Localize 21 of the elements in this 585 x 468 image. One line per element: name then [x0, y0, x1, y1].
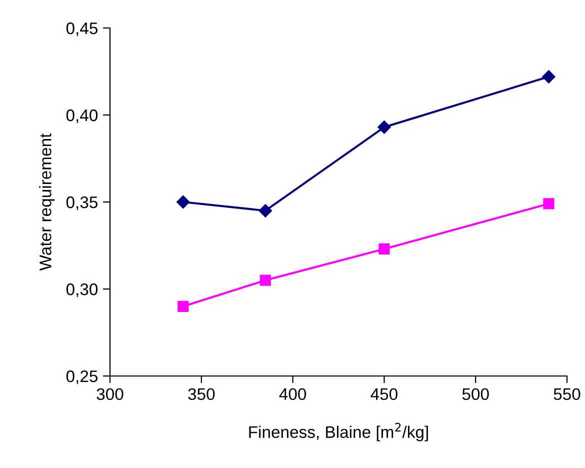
point — [178, 300, 189, 312]
x-tick-label: 300 — [96, 388, 124, 400]
x-tick-label: 550 — [554, 388, 580, 400]
point — [543, 198, 554, 210]
y-tick-label: 0,35 — [66, 196, 98, 210]
x-tick-label: 400 — [279, 388, 306, 400]
y-tick-label: 0,30 — [66, 283, 98, 298]
x-tick-label: 450 — [370, 388, 398, 400]
x-tick-label: 500 — [462, 388, 489, 400]
point — [260, 274, 271, 286]
x-tick-label: 350 — [188, 388, 215, 400]
x-axis-title: Fineness, Blaine [m$^{2}$/kg] — [249, 422, 428, 442]
y-axis-title: Water requirement — [39, 133, 55, 271]
point — [542, 70, 556, 84]
point — [258, 204, 272, 218]
point — [378, 120, 391, 134]
y-tick-label: 0,25 — [66, 370, 98, 384]
y-tick-label: 0,40 — [66, 109, 98, 124]
point — [378, 243, 390, 255]
y-tick-label: 0,45 — [66, 22, 98, 36]
point — [176, 195, 190, 209]
